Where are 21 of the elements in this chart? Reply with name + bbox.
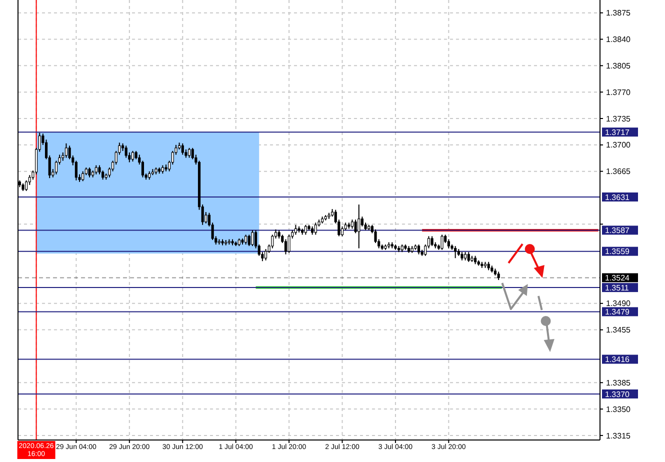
y-tick-label: 1.3455: [606, 326, 632, 335]
ref-line-label: 1.3416: [605, 355, 630, 364]
y-tick-label: 1.3805: [606, 61, 632, 70]
ref-line-label: 1.3587: [605, 226, 630, 235]
y-tick-label: 1.3385: [606, 378, 632, 388]
ref-line-label: 1.3370: [605, 390, 630, 399]
y-tick-label: 1.3350: [606, 404, 632, 414]
ref-line-label: 1.3559: [605, 247, 630, 256]
ref-line-label: 1.3511: [605, 283, 630, 292]
y-tick-label: 1.3770: [606, 88, 632, 97]
ref-line-label: 1.3524: [605, 274, 630, 283]
y-tick-label: 1.3315: [606, 431, 632, 440]
y-tick-label: 1.3735: [606, 114, 632, 124]
y-tick-label: 1.3490: [606, 299, 632, 308]
ref-line-label: 1.3479: [605, 308, 630, 316]
y-tick-label: 1.3665: [606, 167, 632, 176]
y-tick-label: 1.3700: [606, 140, 632, 150]
ref-line-label: 1.3631: [605, 192, 630, 202]
y-tick-label: 1.3875: [606, 8, 632, 18]
y-tick-label: 1.3840: [606, 35, 632, 44]
ref-line-label: 1.3717: [605, 128, 630, 137]
